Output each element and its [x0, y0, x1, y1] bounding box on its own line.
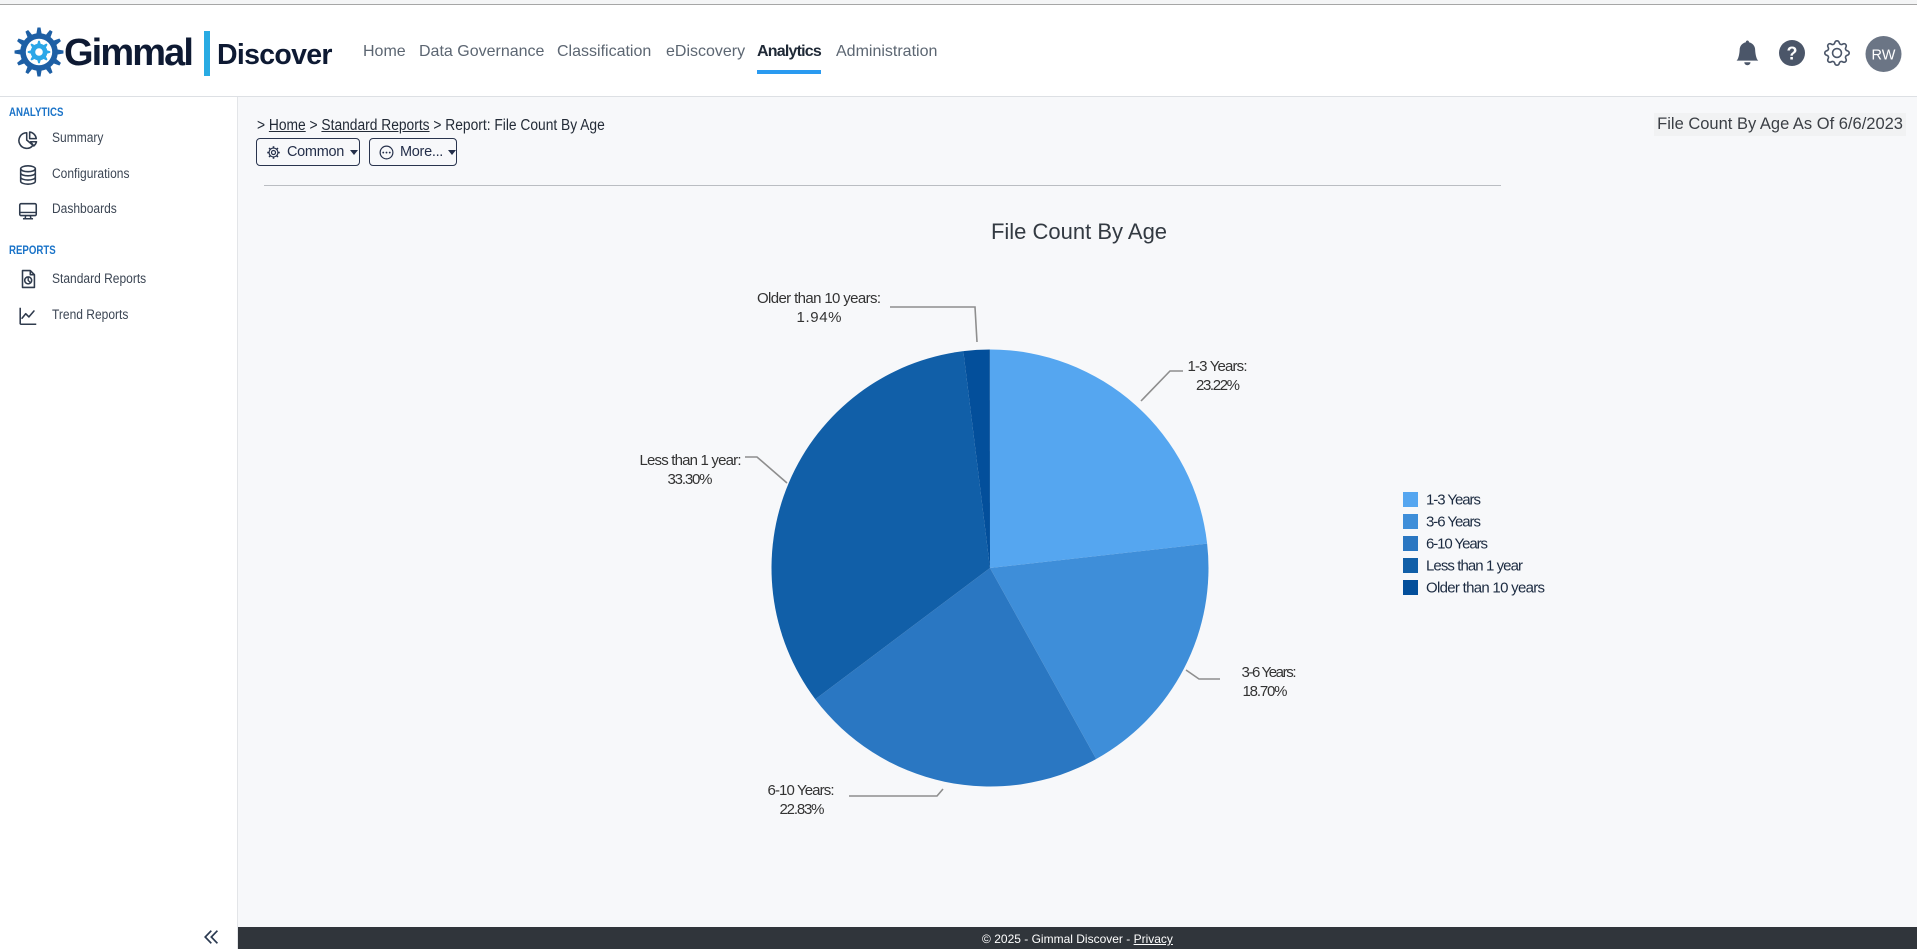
svg-text:Less than 1 year:: Less than 1 year:	[640, 452, 742, 469]
svg-text:18.70%: 18.70%	[1243, 683, 1288, 700]
svg-text:Older than 10 years: Older than 10 years	[1426, 580, 1545, 597]
svg-text:Less than 1 year: Less than 1 year	[1426, 558, 1523, 575]
svg-text:3-6 Years:: 3-6 Years:	[1242, 664, 1297, 681]
svg-text:23.22%: 23.22%	[1196, 377, 1240, 394]
svg-text:1-3 Years:: 1-3 Years:	[1188, 358, 1248, 375]
svg-text:33.30%: 33.30%	[668, 471, 713, 488]
svg-text:1-3 Years: 1-3 Years	[1426, 492, 1481, 509]
svg-text:Older than 10 years:: Older than 10 years:	[757, 290, 881, 307]
svg-text:22.83%: 22.83%	[780, 801, 825, 818]
svg-text:6-10 Years: 6-10 Years	[1426, 536, 1488, 553]
svg-text:1.94%: 1.94%	[797, 309, 842, 326]
svg-text:6-10 Years:: 6-10 Years:	[768, 782, 835, 799]
svg-text:RW: RW	[1872, 48, 1896, 64]
svg-text:?: ?	[1787, 44, 1798, 64]
svg-text:3-6 Years: 3-6 Years	[1426, 514, 1481, 531]
